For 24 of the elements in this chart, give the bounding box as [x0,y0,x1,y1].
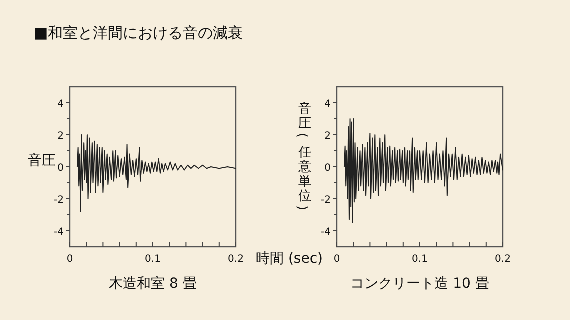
x-axis-title: コンクリート造 10 畳 [350,276,490,292]
x-axis-title: 木造和室 8 畳 [109,276,197,292]
y-tick-label: 2 [324,131,331,142]
y-axis-title: 音圧 [28,153,56,169]
line-series [344,118,504,224]
y-tick-label: -4 [321,227,331,238]
y-tick-label: 4 [324,99,331,110]
x-tick-label: 0.1 [145,254,161,265]
y-tick-label: 2 [58,131,64,142]
y-tick-label: -4 [54,227,64,238]
x-tick-label: 0 [334,254,340,265]
y-tick-label: -2 [321,195,331,206]
line-series [76,134,236,212]
x-tick-label: 0.1 [412,254,428,265]
y-tick-label: -2 [54,195,64,206]
y-tick-label: 0 [58,163,64,174]
x-tick-label: 0.2 [495,254,511,265]
y-tick-label: 4 [58,99,64,110]
y-axis-title: 音圧(任意単位) [294,102,312,211]
x-tick-label: 0 [66,254,74,265]
y-tick-label: 0 [324,163,331,174]
text: 時間 (sec) [256,251,323,267]
chart-title: ■和室と洋間における音の減衰 [34,24,244,42]
x-tick-label: 0.2 [228,254,244,265]
